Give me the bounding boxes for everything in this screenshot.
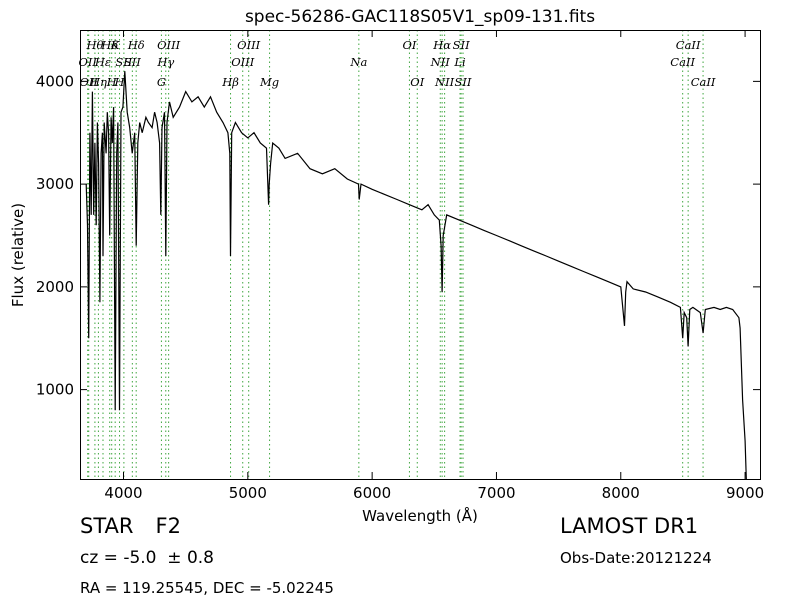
line-marker-label: H [106, 75, 118, 89]
x-tick-label: 5000 [229, 484, 267, 502]
y-tick-label: 3000 [36, 175, 74, 193]
x-tick-label: 7000 [477, 484, 515, 502]
line-marker-label: G [157, 75, 166, 89]
line-marker-label: CaII [676, 38, 701, 52]
line-marker-label: SII [453, 38, 470, 52]
line-marker-label: Li [453, 55, 466, 69]
line-marker-label: NII [430, 55, 451, 69]
plot-frame [80, 30, 761, 480]
line-marker-label: NII [434, 75, 455, 89]
x-tick-label: 6000 [353, 484, 391, 502]
line-marker-label: Mg [259, 75, 279, 89]
class-text: STAR [80, 514, 134, 538]
obs-date: Obs-Date:20121224 [560, 549, 712, 567]
x-axis-label: Wavelength (Å) [362, 506, 478, 525]
line-marker-label: Hγ [156, 55, 174, 69]
line-marker-label: Hα [432, 38, 451, 52]
line-marker-label: Hβ [221, 75, 239, 89]
line-marker-label: OI [402, 38, 416, 52]
line-marker-label: CaII [691, 75, 716, 89]
x-tick-label: 9000 [726, 484, 764, 502]
y-axis-label: Flux (relative) [9, 203, 27, 307]
line-marker-label: SII [115, 55, 132, 69]
line-marker-label: SII [455, 75, 472, 89]
x-tick-label: 4000 [104, 484, 142, 502]
object-class: STAR F2 [80, 514, 181, 538]
emission-line-markers [87, 30, 704, 479]
line-marker-label: OI [410, 75, 424, 89]
chart-title: spec-56286-GAC118S05V1_sp09-131.fits [245, 7, 595, 27]
cz-value: cz = -5.0 ± 0.8 [80, 548, 214, 568]
line-marker-label: Hη [89, 75, 107, 89]
line-marker-label: Hδ [127, 38, 145, 52]
line-marker-label: H [114, 75, 126, 89]
subclass-text: F2 [155, 514, 181, 538]
spectrum-line [85, 71, 747, 480]
line-marker-label: OII [78, 55, 97, 69]
x-axis-ticks: 4000 5000 6000 7000 8000 9000 [104, 30, 764, 502]
line-marker-label: OII [79, 75, 98, 89]
line-marker-label: Hδ [100, 38, 118, 52]
line-marker-label: CaII [670, 55, 695, 69]
y-tick-label: 2000 [36, 278, 74, 296]
line-marker-label: K [110, 38, 121, 52]
line-marker-label: Hε [94, 55, 111, 69]
line-marker-label: SII [124, 55, 141, 69]
y-tick-label: 4000 [36, 72, 74, 90]
line-marker-label: Hθ [85, 38, 103, 52]
coordinates: RA = 119.25545, DEC = -5.02245 [80, 579, 334, 597]
emission-line-labels: OIIOIIHθHηHεHδHKHSIISIIHδGHγOIIIHβOIIIOI… [78, 38, 715, 89]
y-tick-label: 1000 [36, 381, 74, 399]
line-marker-label: Na [349, 55, 367, 69]
line-marker-label: OIII [237, 38, 261, 52]
y-axis-ticks: 1000 2000 3000 4000 [36, 72, 760, 399]
line-marker-label: OIII [157, 38, 181, 52]
x-tick-label: 8000 [602, 484, 640, 502]
survey-name: LAMOST DR1 [560, 514, 699, 538]
line-marker-label: OIII [231, 55, 255, 69]
